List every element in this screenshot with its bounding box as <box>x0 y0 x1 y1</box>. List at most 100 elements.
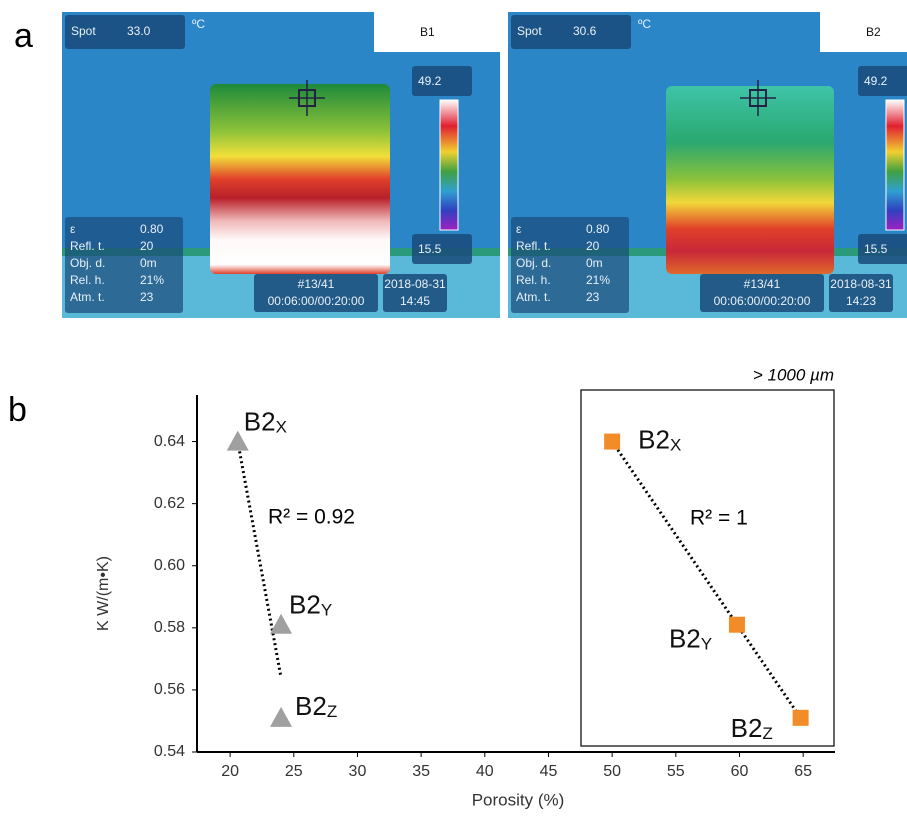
point-label-sub: Z <box>762 724 772 743</box>
clock: 14:23 <box>846 294 876 308</box>
params-box <box>65 217 183 313</box>
marker <box>270 613 293 634</box>
param-value: 20 <box>140 239 154 253</box>
x-tick-label: 40 <box>476 763 494 780</box>
param-name: Obj. d. <box>516 256 551 270</box>
param-value: 20 <box>586 239 600 253</box>
spot-label: Spot <box>517 24 542 38</box>
point-label-sub: Y <box>701 635 712 654</box>
time: 00:06:00/00:20:00 <box>268 294 365 308</box>
x-tick-label: 50 <box>603 763 621 780</box>
x-tick-label: 45 <box>540 763 558 780</box>
point-label-sub: Z <box>327 702 337 721</box>
param-value: 0m <box>140 256 157 270</box>
param-value: 21% <box>586 273 610 287</box>
sample <box>210 84 390 274</box>
x-tick-label: 35 <box>412 763 430 780</box>
color-bar <box>885 99 905 231</box>
annotation: R² = 1 <box>690 507 748 530</box>
spot-value: 30.6 <box>573 24 597 38</box>
trendline <box>610 440 802 719</box>
spot-box <box>511 15 631 49</box>
point-label-sub: Y <box>321 601 332 620</box>
x-axis-label: Porosity (%) <box>472 790 565 809</box>
inset-box <box>580 389 835 747</box>
point-label: B2X <box>638 424 681 455</box>
scale-box <box>412 66 472 96</box>
frame: #13/41 <box>744 277 781 291</box>
param-value: 0.80 <box>140 222 164 236</box>
color-bar <box>439 99 459 231</box>
unit: ºC <box>192 17 205 31</box>
y-tick-label: 0.58 <box>154 619 185 636</box>
point-label-base: B2 <box>244 406 276 436</box>
annotation: R² = 0.92 <box>268 506 355 529</box>
spot-value: 33.0 <box>127 24 151 38</box>
thermal-image: Spot 33.0 ºC B1 49.2 15.5 ε 0.80 Refl. t. 20 Obj. … <box>62 12 500 318</box>
scale-box <box>858 234 907 264</box>
param-name: Refl. t. <box>516 239 551 253</box>
y-tick-label: 0.64 <box>154 433 185 450</box>
point-label-base: B2 <box>669 624 701 654</box>
thermal-image: Spot 30.6 ºC B2 49.2 15.5 ε 0.80 Refl. t. 20 Obj. … <box>508 12 907 318</box>
date-box <box>383 274 447 312</box>
y-tick-label: 0.56 <box>154 681 185 698</box>
unit: ºC <box>638 17 651 31</box>
point-label-base: B2 <box>731 713 763 743</box>
spot-box <box>65 15 185 49</box>
image-label: B2 <box>866 25 881 39</box>
point-label: B2Z <box>731 713 773 744</box>
param-value: 23 <box>140 290 154 304</box>
x-tick-label: 55 <box>667 763 685 780</box>
point-label: B2Y <box>669 624 712 655</box>
param-name: Rel. h. <box>516 273 551 287</box>
frame-box <box>700 274 824 312</box>
date: 2018-08-31 <box>830 277 892 291</box>
point-label: B2Y <box>289 590 332 621</box>
param-value: 21% <box>140 273 164 287</box>
spot-label: Spot <box>71 24 96 38</box>
params-box <box>511 217 629 313</box>
x-tick-label: 65 <box>794 763 812 780</box>
date: 2018-08-31 <box>384 277 446 291</box>
y-tick-label: 0.54 <box>154 743 185 760</box>
x-tick-label: 20 <box>221 763 239 780</box>
param-name: Rel. h. <box>70 273 105 287</box>
scale-max: 49.2 <box>418 74 442 88</box>
param-name: Atm. t. <box>70 290 105 304</box>
marker <box>226 430 249 451</box>
x-tick-label: 60 <box>731 763 749 780</box>
scale-box <box>858 66 907 96</box>
y-axis-label: K W/(m•K) <box>95 556 112 631</box>
panel-label: a <box>14 17 33 55</box>
point-label: B2X <box>244 406 287 437</box>
marker <box>604 433 621 450</box>
crosshair <box>740 80 776 116</box>
scale-min: 15.5 <box>418 242 442 256</box>
scale-box <box>412 234 472 264</box>
marker <box>728 616 745 633</box>
date-box <box>829 274 893 312</box>
param-value: 23 <box>586 290 600 304</box>
point-label-sub: X <box>670 436 681 455</box>
y-tick-label: 0.60 <box>154 557 185 574</box>
param-value: 0.80 <box>586 222 610 236</box>
param-name: Refl. t. <box>70 239 105 253</box>
frame: #13/41 <box>298 277 335 291</box>
param-value: 0m <box>586 256 603 270</box>
marker <box>270 706 293 727</box>
x-tick-label: 30 <box>349 763 367 780</box>
scale-max: 49.2 <box>864 74 888 88</box>
x-tick-label: 25 <box>285 763 303 780</box>
point-label-base: B2 <box>638 424 670 454</box>
frame-box <box>254 274 378 312</box>
trendline <box>236 441 283 678</box>
time: 00:06:00/00:20:00 <box>714 294 811 308</box>
y-tick-label: 0.62 <box>154 495 185 512</box>
param-name: ε <box>516 222 522 236</box>
marker <box>792 709 809 726</box>
image-label: B1 <box>420 25 435 39</box>
label-box <box>820 12 907 52</box>
point-label: B2Z <box>295 691 337 722</box>
